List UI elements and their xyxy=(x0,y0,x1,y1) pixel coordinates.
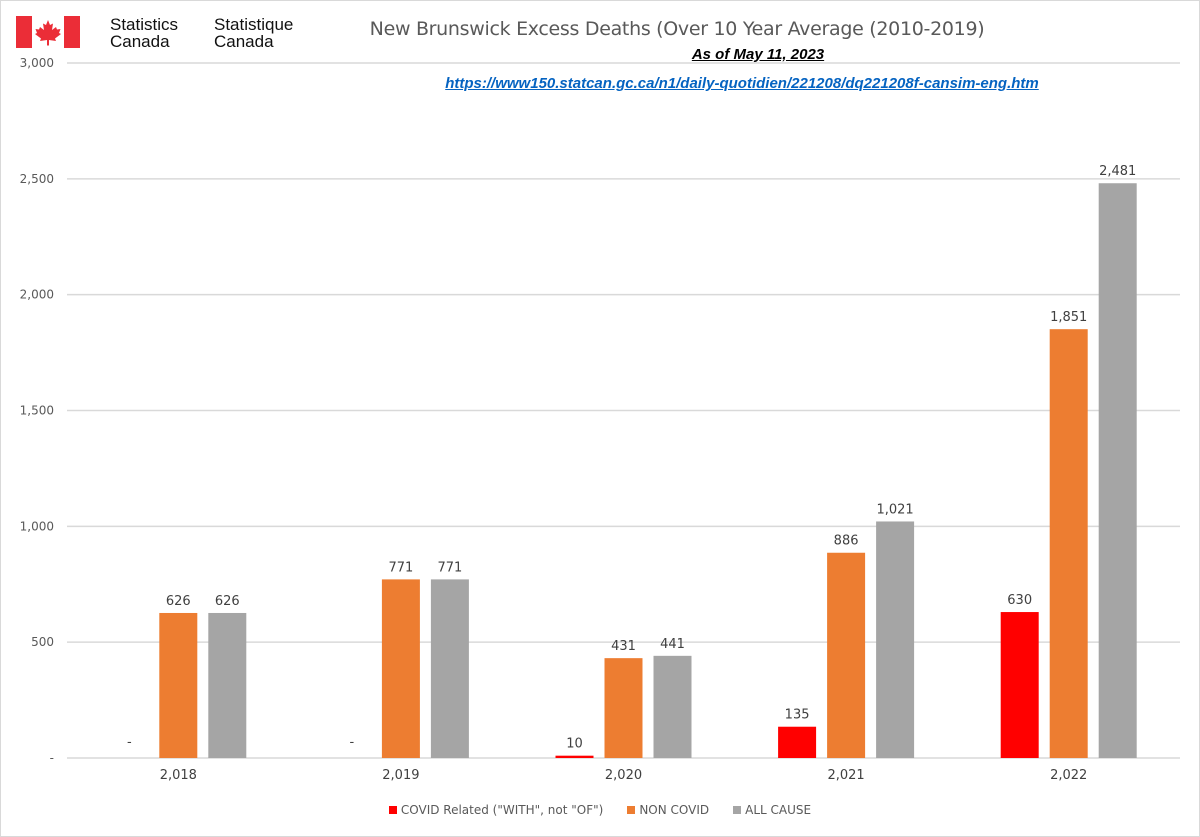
x-tick-label: 2,022 xyxy=(1050,768,1087,783)
data-label: 886 xyxy=(834,534,859,549)
data-label: 1,851 xyxy=(1050,310,1087,325)
data-label: 626 xyxy=(215,594,240,609)
x-tick-label: 2,019 xyxy=(382,768,419,783)
data-label: 135 xyxy=(785,708,810,723)
y-tick-label: 3,000 xyxy=(20,56,54,70)
data-label: 626 xyxy=(166,594,191,609)
bar-covid xyxy=(555,755,594,758)
statistique-canada-wordmark: Statistique Canada xyxy=(214,16,293,50)
chart-title: New Brunswick Excess Deaths (Over 10 Yea… xyxy=(369,18,985,40)
data-label: 441 xyxy=(660,637,685,652)
brand-en-line1: Statistics xyxy=(110,15,179,34)
bar-covid xyxy=(1000,612,1039,758)
bar-non-covid xyxy=(1049,329,1088,758)
bar-all-cause xyxy=(430,579,469,758)
bar-covid xyxy=(778,726,817,758)
legend-swatch-non-covid xyxy=(627,806,636,814)
data-label: 771 xyxy=(388,560,413,575)
bar-all-cause xyxy=(653,655,692,758)
brand-fr-line1: Statistique xyxy=(214,15,294,34)
gridlines xyxy=(67,62,1180,759)
bar-non-covid xyxy=(381,579,420,758)
bar-non-covid xyxy=(827,552,866,758)
canada-flag-icon xyxy=(16,16,80,48)
bar-all-cause xyxy=(1098,183,1137,759)
y-axis-ticks: - 500 1,000 1,500 2,000 2,500 3,000 xyxy=(20,56,54,765)
y-tick-label: - xyxy=(50,751,54,765)
data-label: 431 xyxy=(611,639,636,654)
data-label: 1,021 xyxy=(876,502,913,517)
data-label: - xyxy=(127,735,132,750)
brand-en-line2: Canada xyxy=(110,32,170,51)
x-tick-label: 2,020 xyxy=(605,768,642,783)
source-link[interactable]: https://www150.statcan.gc.ca/n1/daily-qu… xyxy=(445,75,1039,92)
x-tick-label: 2,021 xyxy=(827,768,864,783)
data-label: 10 xyxy=(566,737,583,752)
legend-label-all-cause: ALL CAUSE xyxy=(745,803,812,817)
bar-non-covid xyxy=(159,612,198,758)
y-tick-label: 1,000 xyxy=(20,519,54,533)
legend-label-non-covid: NON COVID xyxy=(639,803,710,817)
y-tick-label: 2,000 xyxy=(20,288,54,302)
statistics-canada-wordmark: Statistics Canada xyxy=(110,16,178,50)
data-label: 771 xyxy=(437,560,462,575)
bar-non-covid xyxy=(604,658,643,758)
bar-all-cause xyxy=(876,521,915,758)
legend-item-covid: COVID Related ("WITH", not "OF") xyxy=(388,803,604,817)
legend-label-covid: COVID Related ("WITH", not "OF") xyxy=(400,803,604,817)
legend-swatch-covid xyxy=(388,806,397,814)
legend: COVID Related ("WITH", not "OF") NON COV… xyxy=(0,803,1200,817)
y-tick-label: 1,500 xyxy=(20,404,54,418)
x-tick-label: 2,018 xyxy=(160,768,197,783)
data-labels: - 626 626 - 771 771 10 431 441 135 886 1,021 630 1,85… xyxy=(127,164,1136,751)
legend-swatch-all-cause xyxy=(733,806,742,814)
legend-item-non-covid: NON COVID xyxy=(627,803,709,817)
y-tick-label: 2,500 xyxy=(20,172,54,186)
data-label: 630 xyxy=(1007,593,1032,608)
data-label: - xyxy=(350,735,355,750)
y-tick-label: 500 xyxy=(31,635,54,649)
data-label: 2,481 xyxy=(1099,164,1136,179)
legend-item-all-cause: ALL CAUSE xyxy=(733,803,811,817)
chart-subtitle: As of May 11, 2023 xyxy=(691,46,825,63)
brand-fr-line2: Canada xyxy=(214,32,274,51)
bar-all-cause xyxy=(208,612,247,758)
bars xyxy=(159,183,1137,759)
x-axis-ticks: 2,018 2,019 2,020 2,021 2,022 xyxy=(160,768,1088,783)
